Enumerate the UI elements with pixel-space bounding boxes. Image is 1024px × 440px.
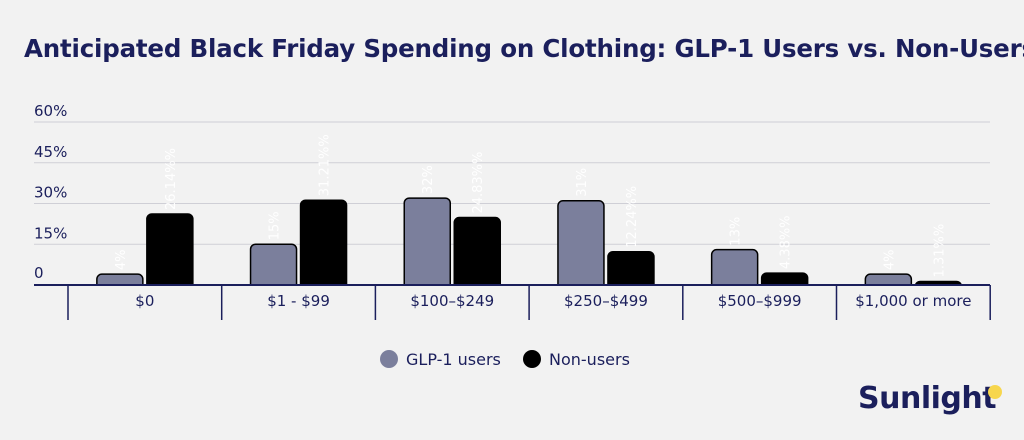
data-label: 4% — [114, 250, 129, 271]
legend-label: Non-users — [549, 350, 630, 369]
data-label: 31.21%% — [318, 134, 333, 196]
y-tick-label: 30% — [34, 184, 67, 202]
data-label: 26.14%% — [164, 148, 179, 210]
bar-glp1 — [557, 200, 605, 292]
x-tick-label: $500–$999 — [718, 292, 802, 310]
brand-logo-text: Sunlight — [858, 381, 997, 416]
bar-nonuser — [146, 213, 194, 292]
bars — [96, 197, 963, 292]
x-tick-label: $250–$499 — [564, 292, 648, 310]
y-tick-label: 0 — [34, 264, 44, 282]
y-tick-label: 15% — [34, 224, 67, 242]
y-tick-label: 60% — [34, 102, 67, 120]
bar-nonuser — [299, 199, 348, 292]
y-axis-ticks: 0 15% 30% 45% 60% — [34, 102, 67, 282]
data-label: 1.31%% — [932, 224, 947, 278]
data-label: 4% — [882, 250, 897, 271]
axis-mask — [34, 285, 990, 295]
legend-marker — [380, 350, 398, 368]
x-axis: $0 $1 - $99 $100–$249 $250–$499 $500–$999 $1,… — [34, 284, 991, 320]
brand-logo-dot — [988, 385, 1002, 399]
x-tick-label: $1,000 or more — [855, 292, 971, 310]
bar-glp1 — [403, 197, 451, 292]
data-label: 12.24%% — [625, 186, 640, 248]
data-label: 31% — [575, 168, 590, 197]
x-tick-label: $1 - $99 — [267, 292, 330, 310]
data-label: 15% — [268, 211, 283, 240]
legend-marker — [523, 350, 541, 368]
bar-glp1 — [249, 243, 298, 292]
chart-title: Anticipated Black Friday Spending on Clo… — [24, 34, 1024, 63]
data-label: 4.38%% — [779, 215, 794, 269]
data-label: 32% — [421, 165, 436, 194]
legend-label: GLP-1 users — [406, 350, 501, 369]
data-label: 13% — [729, 217, 744, 246]
legend: GLP-1 users Non-users — [380, 350, 630, 369]
data-labels: 4% 26.14%% 15% 31.21%% 32% 24.83%% 31% 12.24%% 1… — [114, 134, 947, 278]
x-tick-label: $0 — [135, 292, 154, 310]
y-tick-label: 45% — [34, 143, 67, 161]
bar-nonuser — [453, 216, 501, 292]
data-label: 24.83%% — [471, 152, 486, 214]
x-tick-label: $100–$249 — [410, 292, 494, 310]
